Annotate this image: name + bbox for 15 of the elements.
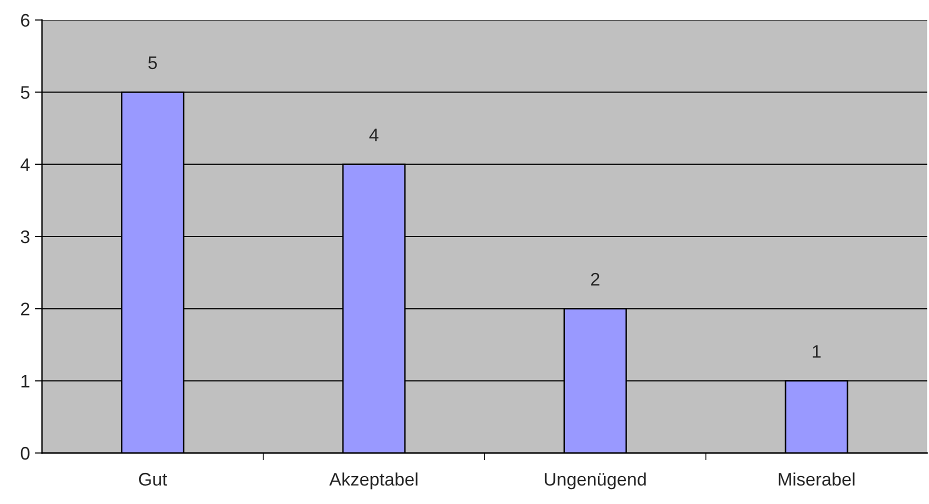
x-tick-label: Akzeptabel: [329, 472, 418, 490]
x-tick-label: Ungenügend: [544, 472, 646, 490]
y-tick-label: 3: [20, 230, 30, 244]
y-tick-label: 6: [21, 14, 30, 27]
y-tick-label: 5: [20, 86, 30, 99]
y-tick-label: 2: [21, 302, 30, 316]
y-tick-label: 1: [22, 374, 30, 388]
data-label: 4: [369, 128, 378, 142]
x-tick-label: Gut: [139, 472, 168, 486]
x-tick-label: Miserabel: [778, 472, 854, 486]
y-tick-label: 4: [20, 158, 30, 171]
data-label: 1: [812, 345, 821, 358]
data-label: 2: [591, 272, 600, 286]
y-tick-label: 0: [20, 446, 30, 460]
data-label: 5: [148, 56, 157, 70]
